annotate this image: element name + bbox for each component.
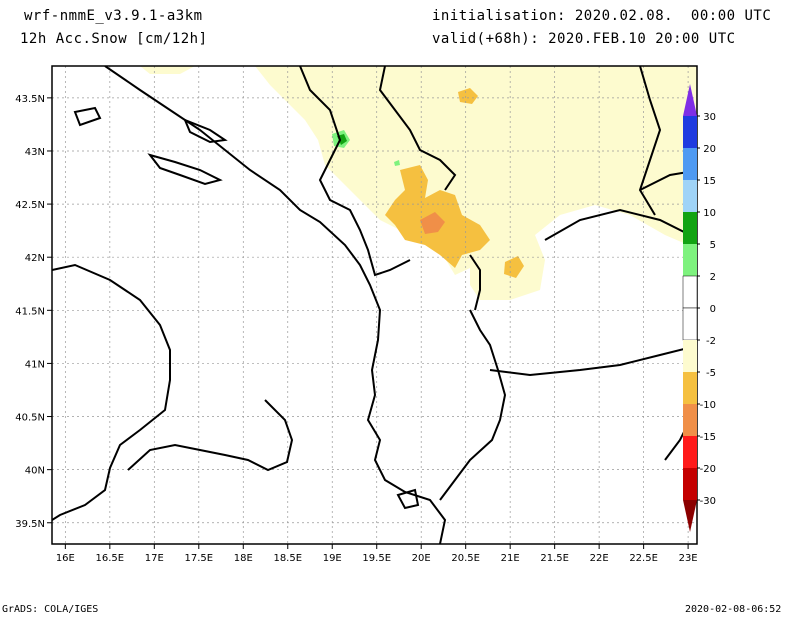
lon-tick-label: 21.5E — [540, 553, 569, 564]
colorbar-bin — [683, 436, 697, 468]
colorbar-bin — [682, 275, 698, 309]
colorbar-bin — [683, 148, 697, 180]
valid-time: valid(+68h): 2020.FEB.10 20:00 UTC — [432, 31, 736, 47]
colorbar-label: -10 — [700, 400, 716, 411]
serbia-kosovo-border — [469, 254, 481, 311]
snow-area-kosovo-medium — [504, 256, 524, 278]
lon-tick-label: 16E — [56, 553, 75, 564]
lon-tick-label: 22E — [590, 553, 609, 564]
colorbar-bin — [683, 180, 697, 212]
serbia-bulgaria-border — [638, 66, 662, 216]
snow-area-north-light — [255, 66, 697, 300]
colorbar-label: -2 — [706, 336, 716, 347]
colorbar-cap-bottom — [683, 500, 697, 532]
latitude-ticks: 43.5N 43N 42.5N 42N 41.5N 41N 40.5N 40N 39.5N — [15, 94, 52, 530]
lon-tick-label: 20E — [412, 553, 431, 564]
lat-tick-label: 40.5N — [15, 413, 45, 424]
croatia-island-3 — [183, 118, 228, 144]
italy-heel — [127, 399, 294, 472]
colorbar-bin — [682, 307, 698, 341]
lon-tick-label: 22.5E — [629, 553, 658, 564]
lon-tick-label: 16.5E — [96, 553, 125, 564]
lon-tick-label: 19.5E — [362, 553, 391, 564]
croatia-island-1 — [73, 106, 102, 127]
colorbar-bin — [683, 468, 697, 500]
variable-title: 12h Acc.Snow [cm/12h] — [20, 31, 208, 47]
snow-area-north-medium — [458, 88, 478, 104]
lon-tick-label: 18.5E — [273, 553, 302, 564]
colorbar-label: 30 — [703, 112, 716, 123]
lat-tick-label: 42N — [25, 253, 45, 264]
colorbar-label: 15 — [703, 176, 716, 187]
colorbar-label: -5 — [706, 368, 716, 379]
colorbar-label: 0 — [710, 304, 716, 315]
longitude-ticks: 16E 16.5E 17E 17.5E 18E 18.5E 19E 19.5E 20E 20.5E… — [56, 544, 698, 564]
italy-coast — [52, 263, 171, 521]
serbia-border — [378, 66, 457, 191]
lon-tick-label: 17.5E — [184, 553, 213, 564]
colorbar-bin — [683, 340, 697, 372]
lat-tick-label: 40N — [25, 466, 45, 477]
colorbar-label: 10 — [703, 208, 716, 219]
snow-fields — [140, 66, 697, 300]
lat-tick-label: 42.5N — [15, 200, 45, 211]
colorbar-bin — [683, 244, 697, 276]
initialisation-time: initialisation: 2020.02.08. 00:00 UTC — [432, 8, 772, 24]
colorbar-bin — [683, 116, 697, 148]
colorbar-label: -20 — [700, 464, 716, 475]
lat-tick-label: 43N — [25, 147, 45, 158]
lat-tick-label: 43.5N — [15, 94, 45, 105]
lon-tick-label: 17E — [145, 553, 164, 564]
colorbar-label: 2 — [710, 272, 716, 283]
snow-area-green-dot — [394, 160, 400, 166]
plot-timestamp: 2020-02-08-06:52 — [685, 604, 782, 615]
lon-tick-label: 19E — [323, 553, 342, 564]
grads-credit: GrADS: COLA/IGES — [2, 604, 99, 615]
macedonia-bulgaria-border — [544, 208, 697, 241]
colorbar-bin — [683, 212, 697, 244]
lat-tick-label: 39.5N — [15, 519, 45, 530]
bosnia-montenegro-border — [299, 66, 411, 277]
lon-tick-label: 20.5E — [451, 553, 480, 564]
corfu-island — [396, 488, 420, 510]
adriatic-coast-east — [104, 66, 447, 544]
snow-area-heavy — [420, 212, 445, 234]
colorbar-bin — [683, 372, 697, 404]
colorbar-label: 20 — [703, 144, 716, 155]
model-title: wrf-nmmE_v3.9.1-a3km — [24, 8, 203, 24]
lat-tick-label: 41N — [25, 359, 45, 370]
colorbar-bin — [683, 404, 697, 436]
macedonia-greece-border — [489, 344, 697, 377]
lon-tick-label: 18E — [234, 553, 253, 564]
colorbar-label: 5 — [710, 240, 716, 251]
lat-tick-label: 41.5N — [15, 306, 45, 317]
coastlines-borders — [52, 66, 697, 544]
lon-tick-label: 23E — [679, 553, 698, 564]
albania-macedonia-border — [439, 309, 507, 501]
lon-tick-label: 21E — [501, 553, 520, 564]
croatia-island-2 — [147, 153, 223, 186]
colorbar-label: -15 — [700, 432, 716, 443]
colorbar-label: -30 — [700, 496, 716, 507]
snow-area-west-light — [140, 66, 195, 74]
colorbar-cap-top — [683, 84, 697, 116]
